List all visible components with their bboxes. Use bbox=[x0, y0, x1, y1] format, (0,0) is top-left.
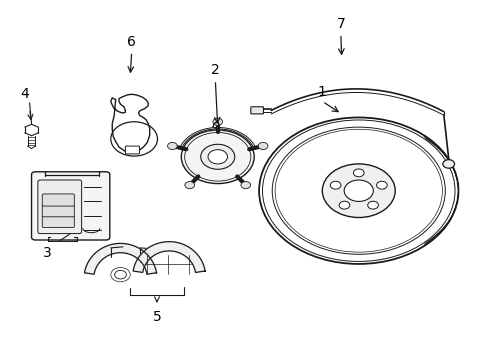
Circle shape bbox=[339, 201, 349, 209]
FancyBboxPatch shape bbox=[38, 180, 81, 234]
FancyBboxPatch shape bbox=[42, 194, 74, 206]
FancyBboxPatch shape bbox=[125, 146, 139, 154]
FancyBboxPatch shape bbox=[42, 215, 74, 228]
Circle shape bbox=[212, 118, 222, 125]
Circle shape bbox=[329, 181, 340, 189]
Text: 1: 1 bbox=[317, 85, 326, 99]
Circle shape bbox=[201, 144, 234, 169]
Circle shape bbox=[367, 201, 378, 209]
FancyBboxPatch shape bbox=[250, 107, 263, 114]
Circle shape bbox=[259, 117, 458, 264]
Circle shape bbox=[376, 181, 386, 189]
Circle shape bbox=[442, 159, 454, 168]
Circle shape bbox=[322, 164, 394, 217]
Text: 6: 6 bbox=[127, 35, 136, 49]
Polygon shape bbox=[133, 242, 205, 273]
FancyBboxPatch shape bbox=[42, 204, 74, 217]
Text: 4: 4 bbox=[20, 87, 29, 102]
Circle shape bbox=[258, 143, 267, 149]
Circle shape bbox=[184, 181, 194, 189]
Circle shape bbox=[167, 143, 177, 149]
Text: 3: 3 bbox=[43, 246, 52, 260]
Circle shape bbox=[241, 181, 250, 189]
Circle shape bbox=[207, 150, 227, 164]
Circle shape bbox=[181, 130, 254, 184]
FancyBboxPatch shape bbox=[31, 172, 110, 240]
Circle shape bbox=[353, 169, 364, 177]
Text: 2: 2 bbox=[210, 63, 219, 77]
Polygon shape bbox=[84, 243, 156, 274]
Circle shape bbox=[344, 180, 372, 202]
Text: 5: 5 bbox=[152, 310, 161, 324]
Text: 7: 7 bbox=[336, 17, 345, 31]
